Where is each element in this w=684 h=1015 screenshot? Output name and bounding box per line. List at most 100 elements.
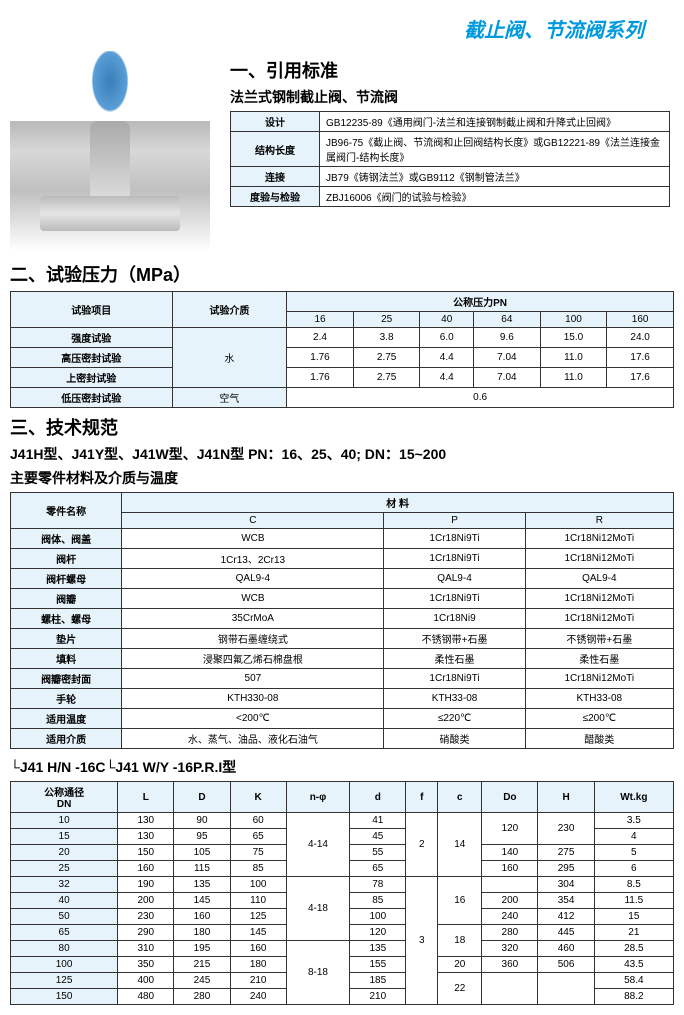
section3-sub1: J41H型、J41Y型、J41W型、J41N型 PN：16、25、40; DN：… bbox=[10, 444, 674, 464]
part-name: 阀瓣 bbox=[11, 589, 122, 609]
dim-wt: 58.4 bbox=[594, 973, 673, 989]
mat-c: 507 bbox=[122, 669, 384, 689]
mat-p: 1Cr18Ni9Ti bbox=[384, 669, 525, 689]
dim-H: 412 bbox=[538, 909, 594, 925]
dim-L: 310 bbox=[118, 941, 174, 957]
dim-K: 100 bbox=[230, 877, 286, 893]
dim-H: 304 bbox=[538, 877, 594, 893]
dim-Do: 240 bbox=[482, 909, 538, 925]
dim-wt: 28.5 bbox=[594, 941, 673, 957]
dim-D: 280 bbox=[174, 989, 230, 1005]
dim-D: 180 bbox=[174, 925, 230, 941]
pressure-val: 17.6 bbox=[607, 348, 674, 368]
dim-D: 135 bbox=[174, 877, 230, 893]
mat-c: 钢带石墨缠绕式 bbox=[122, 629, 384, 649]
dim-f: 3 bbox=[406, 877, 438, 1005]
mat-c: 35CrMoA bbox=[122, 609, 384, 629]
dim-col: Do bbox=[482, 782, 538, 813]
dim-c: 14 bbox=[438, 813, 482, 877]
std-val: GB12235-89《通用阀门-法兰和连接钢制截止阀和升降式止回阀》 bbox=[320, 112, 670, 132]
pressure-val: 2.75 bbox=[353, 348, 420, 368]
dim-H: 275 bbox=[538, 845, 594, 861]
dim-H bbox=[538, 973, 594, 1005]
dim-col: K bbox=[230, 782, 286, 813]
dim-K: 160 bbox=[230, 941, 286, 957]
dim-wt: 43.5 bbox=[594, 957, 673, 973]
dim-c: 22 bbox=[438, 973, 482, 1005]
pressure-val: 4.4 bbox=[420, 368, 474, 388]
part-name: 手轮 bbox=[11, 689, 122, 709]
valve-illustration bbox=[10, 51, 210, 251]
mat-r: 醋酸类 bbox=[525, 729, 673, 749]
mat-c: WCB bbox=[122, 589, 384, 609]
mat-r: 1Cr18Ni12MoTi bbox=[525, 549, 673, 569]
std-val: ZBJ16006《阀门的试验与检验》 bbox=[320, 187, 670, 207]
pressure-val: 1.76 bbox=[287, 368, 354, 388]
medium-water: 水 bbox=[172, 328, 287, 388]
dim-L: 480 bbox=[118, 989, 174, 1005]
dim-col: 公称通径DN bbox=[11, 782, 118, 813]
dim-d: 100 bbox=[350, 909, 406, 925]
pressure-val: 2.4 bbox=[287, 328, 354, 348]
dim-d: 41 bbox=[350, 813, 406, 829]
dn: 125 bbox=[11, 973, 118, 989]
mat-c: QAL9-4 bbox=[122, 569, 384, 589]
dim-c: 20 bbox=[438, 957, 482, 973]
dimension-table: 公称通径DNLDKn-φdfcDoHWt.kg1013090604-144121… bbox=[10, 781, 674, 1005]
dim-wt: 11.5 bbox=[594, 893, 673, 909]
pressure-val: 11.0 bbox=[540, 368, 607, 388]
dim-Do: 280 bbox=[482, 925, 538, 941]
section1-heading: 一、引用标准 bbox=[230, 57, 674, 83]
part-name: 适用介质 bbox=[11, 729, 122, 749]
mat-r: 1Cr18Ni12MoTi bbox=[525, 669, 673, 689]
mat-c: WCB bbox=[122, 529, 384, 549]
mat-c: 水、蒸气、油品、液化石油气 bbox=[122, 729, 384, 749]
test-name: 低压密封试验 bbox=[11, 388, 173, 408]
pn-col: 16 bbox=[287, 312, 354, 328]
mat-col: P bbox=[384, 513, 525, 529]
part-name: 填料 bbox=[11, 649, 122, 669]
mat-p: 硝酸类 bbox=[384, 729, 525, 749]
dim-nphi: 4-18 bbox=[286, 877, 349, 941]
dim-Do: 140 bbox=[482, 845, 538, 861]
dim-K: 210 bbox=[230, 973, 286, 989]
dim-K: 180 bbox=[230, 957, 286, 973]
dim-d: 55 bbox=[350, 845, 406, 861]
dim-Do: 120 bbox=[482, 813, 538, 845]
mat-p: QAL9-4 bbox=[384, 569, 525, 589]
dim-L: 400 bbox=[118, 973, 174, 989]
mat-r: KTH33-08 bbox=[525, 689, 673, 709]
pressure-val: 7.04 bbox=[474, 368, 541, 388]
dn: 32 bbox=[11, 877, 118, 893]
std-val: JB96-75《截止阀、节流阀和止回阀结构长度》或GB12221-89《法兰连接… bbox=[320, 132, 670, 167]
part-name: 垫片 bbox=[11, 629, 122, 649]
dim-f: 2 bbox=[406, 813, 438, 877]
dim-K: 240 bbox=[230, 989, 286, 1005]
mat-p: 1Cr18Ni9Ti bbox=[384, 549, 525, 569]
pressure-val: 11.0 bbox=[540, 348, 607, 368]
mat-col: C bbox=[122, 513, 384, 529]
t2-h1: 试验项目 bbox=[11, 292, 173, 328]
dim-wt: 88.2 bbox=[594, 989, 673, 1005]
dim-col: n-φ bbox=[286, 782, 349, 813]
dim-d: 45 bbox=[350, 829, 406, 845]
dim-D: 160 bbox=[174, 909, 230, 925]
dn: 15 bbox=[11, 829, 118, 845]
mat-r: ≤200℃ bbox=[525, 709, 673, 729]
mat-r: 1Cr18Ni12MoTi bbox=[525, 529, 673, 549]
pressure-val: 24.0 bbox=[607, 328, 674, 348]
section2-heading: 二、试验压力（MPa） bbox=[10, 261, 674, 287]
mat-r: 不锈钢带+石墨 bbox=[525, 629, 673, 649]
dim-H: 230 bbox=[538, 813, 594, 845]
mat-p: 1Cr18Ni9Ti bbox=[384, 529, 525, 549]
dim-Do bbox=[482, 877, 538, 893]
standards-table: 设计GB12235-89《通用阀门-法兰和连接钢制截止阀和升降式止回阀》结构长度… bbox=[230, 111, 670, 207]
std-key: 结构长度 bbox=[231, 132, 320, 167]
dim-nphi: 4-14 bbox=[286, 813, 349, 877]
pressure-val: 3.8 bbox=[353, 328, 420, 348]
pn-col: 64 bbox=[474, 312, 541, 328]
medium-air: 空气 bbox=[172, 388, 287, 408]
dn: 65 bbox=[11, 925, 118, 941]
mat-r: QAL9-4 bbox=[525, 569, 673, 589]
section1-sub: 法兰式钢制截止阀、节流阀 bbox=[230, 87, 674, 107]
